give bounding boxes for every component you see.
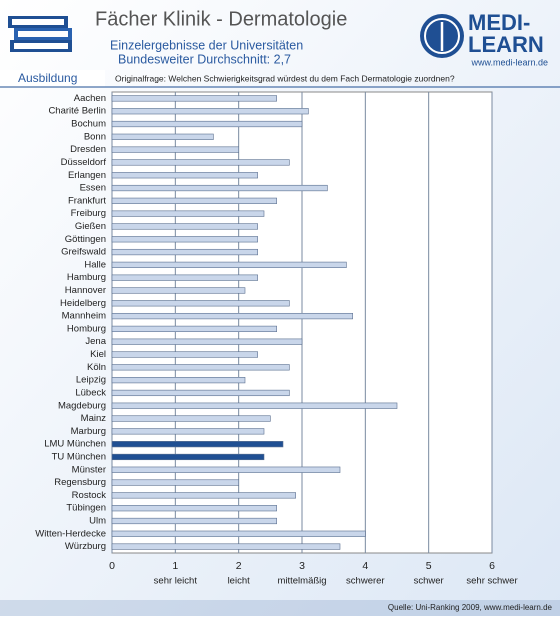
y-tick-label: TU München <box>52 451 106 462</box>
y-tick-label: Göttingen <box>65 234 106 245</box>
bar <box>111 133 214 140</box>
y-tick-label: Hamburg <box>67 272 106 283</box>
bar <box>111 223 258 230</box>
subtitle: Einzelergebnisse der Universitäten <box>110 38 303 52</box>
y-tick-label: Bochum <box>71 119 106 130</box>
bar <box>111 517 277 525</box>
source: Quelle: Uni-Ranking 2009, www.medi-learn… <box>388 603 553 612</box>
y-tick-label: Gießen <box>75 221 106 232</box>
y-tick-label: Greifswald <box>61 247 106 258</box>
section-tab <box>0 70 105 87</box>
x-tick-label: 6 <box>489 560 495 572</box>
bar <box>111 210 265 217</box>
y-tick-label: Magdeburg <box>58 400 106 411</box>
bar <box>111 402 398 409</box>
x-tick-description: leicht <box>228 576 251 587</box>
y-tick-label: Düsseldorf <box>61 157 107 168</box>
y-tick-label: Münster <box>72 464 106 475</box>
bar <box>111 479 239 486</box>
bar <box>111 172 258 179</box>
bar <box>111 312 353 320</box>
bar <box>111 300 290 307</box>
x-tick-label: 3 <box>299 560 305 572</box>
bar <box>111 377 246 384</box>
bar <box>111 146 239 153</box>
bar <box>111 325 277 333</box>
x-tick-label: 0 <box>109 560 115 572</box>
y-tick-label: Essen <box>80 183 106 194</box>
chart-title: Fächer Klinik - Dermatologie <box>95 8 347 30</box>
subtitle: Bundesweiter Durchschnitt: 2,7 <box>118 52 291 66</box>
x-tick-label: 4 <box>362 560 368 572</box>
bar <box>111 197 277 204</box>
y-tick-label: Aachen <box>74 93 106 104</box>
bar <box>111 441 284 448</box>
bar <box>111 248 258 256</box>
x-tick-description: mittelmäßig <box>277 576 326 587</box>
y-tick-label: Heidelberg <box>60 298 106 309</box>
y-tick-label: Halle <box>84 259 106 270</box>
logo-url: www.medi-learn.de <box>470 57 548 67</box>
bar <box>111 389 290 397</box>
bar <box>111 351 258 358</box>
bar <box>111 364 290 371</box>
x-tick-description: sehr schwer <box>466 576 517 587</box>
y-tick-label: Charité Berlin <box>48 106 106 117</box>
x-tick-description: schwer <box>414 576 444 587</box>
y-tick-label: Leipzig <box>76 375 106 386</box>
bar <box>111 415 271 422</box>
y-tick-label: Homburg <box>67 323 106 334</box>
y-tick-label: Kiel <box>90 349 106 360</box>
books-icon <box>8 16 72 52</box>
y-tick-label: Erlangen <box>68 170 106 181</box>
bar <box>111 338 303 345</box>
x-tick-label: 5 <box>426 560 432 572</box>
y-tick-label: Freiburg <box>71 208 106 219</box>
bar <box>111 184 328 192</box>
bar <box>111 274 258 281</box>
question: Originalfrage: Welchen Schwierigkeitsgra… <box>115 73 455 83</box>
x-tick-description: sehr leicht <box>154 576 198 587</box>
bar <box>111 261 347 268</box>
y-tick-label: Bonn <box>84 131 106 142</box>
y-tick-label: Lübeck <box>75 387 106 398</box>
y-tick-label: Hannover <box>65 285 106 296</box>
logo-text: LEARN <box>468 32 544 57</box>
bar <box>111 453 265 461</box>
y-tick-label: Mannheim <box>62 311 106 322</box>
x-tick-description: schwerer <box>346 576 385 587</box>
y-tick-label: Rostock <box>72 490 107 501</box>
y-tick-label: Tübingen <box>66 503 106 514</box>
y-tick-label: Mainz <box>81 413 107 424</box>
bar <box>111 159 290 166</box>
bar <box>111 108 309 115</box>
y-tick-label: Dresden <box>70 144 106 155</box>
bar <box>111 120 303 128</box>
logo: MEDI- LEARN www.medi-learn.de <box>420 10 548 67</box>
y-tick-label: Jena <box>85 336 106 347</box>
bar <box>111 95 277 102</box>
x-tick-label: 1 <box>172 560 178 572</box>
y-tick-label: Frankfurt <box>68 195 106 206</box>
x-tick-label: 2 <box>236 560 242 572</box>
y-tick-label: Marburg <box>71 426 106 437</box>
bar <box>111 428 265 435</box>
y-tick-label: Regensburg <box>54 477 106 488</box>
y-tick-label: LMU München <box>44 439 106 450</box>
y-tick-label: Köln <box>87 362 106 373</box>
bar <box>111 287 246 294</box>
bar <box>111 505 277 512</box>
section: Ausbildung <box>18 71 77 85</box>
y-tick-label: Würzburg <box>65 541 106 552</box>
y-tick-label: Witten-Herdecke <box>35 528 106 539</box>
footer-bar <box>0 600 560 616</box>
y-tick-label: Ulm <box>89 516 106 527</box>
bar <box>111 492 296 499</box>
bar <box>111 543 341 550</box>
bar <box>111 236 258 243</box>
logo-text: MEDI- <box>468 10 530 35</box>
bar <box>111 530 366 537</box>
bar <box>111 466 341 473</box>
